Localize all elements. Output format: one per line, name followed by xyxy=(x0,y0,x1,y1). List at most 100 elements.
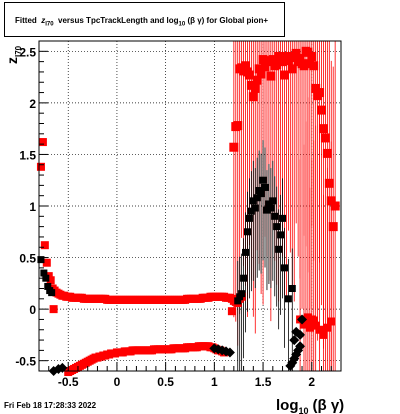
red-marker xyxy=(38,138,47,147)
red-marker xyxy=(315,325,324,334)
black-marker xyxy=(261,183,269,191)
black-diamond-marker xyxy=(57,362,68,373)
red-marker xyxy=(256,69,266,79)
red-marker xyxy=(319,330,328,339)
black-marker xyxy=(284,295,292,303)
red-marker xyxy=(46,276,55,285)
black-marker xyxy=(265,200,273,208)
black-marker xyxy=(277,231,285,239)
black-marker xyxy=(263,206,271,214)
red-marker xyxy=(291,48,301,58)
black-diamond-marker xyxy=(289,335,300,346)
red-marker xyxy=(320,133,330,143)
x-tick-label: -0.5 xyxy=(58,375,79,389)
red-marker xyxy=(260,62,270,72)
red-marker xyxy=(327,317,336,326)
y-tick-label: 1 xyxy=(29,200,36,214)
black-marker xyxy=(240,274,248,282)
x-tick-label: 0 xyxy=(114,375,121,389)
red-marker xyxy=(301,317,310,326)
black-marker xyxy=(288,285,296,292)
data-markers xyxy=(36,46,340,377)
red-marker xyxy=(309,61,319,71)
red-marker xyxy=(272,60,282,70)
black-marker xyxy=(267,204,275,212)
black-marker xyxy=(275,245,283,253)
black-marker xyxy=(243,228,251,236)
x-tick-label: 1.5 xyxy=(255,375,272,389)
red-marker xyxy=(279,70,289,80)
red-marker xyxy=(248,92,258,102)
black-marker xyxy=(42,274,50,282)
red-marker xyxy=(323,323,332,332)
black-marker xyxy=(269,197,277,205)
red-marker xyxy=(309,316,318,325)
black-marker xyxy=(37,256,45,264)
red-marker xyxy=(330,201,340,211)
black-marker xyxy=(257,190,265,198)
red-marker xyxy=(295,54,305,64)
title-box: Fitted zI70 versus TpcTrackLength and lo… xyxy=(4,2,285,37)
red-marker xyxy=(49,305,58,314)
black-marker xyxy=(271,212,279,220)
black-marker xyxy=(247,207,255,215)
x-axis-label: log10 (β γ) xyxy=(276,397,344,414)
black-marker xyxy=(280,264,288,272)
black-marker xyxy=(238,290,246,298)
red-marker xyxy=(278,57,288,67)
grid-lines xyxy=(39,41,341,371)
red-marker xyxy=(311,321,320,330)
black-marker xyxy=(273,223,281,231)
red-marker xyxy=(317,105,327,115)
y-axis-label: zI70 xyxy=(4,45,23,64)
red-marker xyxy=(252,75,262,85)
red-marker xyxy=(307,51,317,61)
black-marker xyxy=(44,282,52,290)
red-marker xyxy=(254,64,264,74)
red-marker xyxy=(305,323,314,332)
red-marker xyxy=(328,222,338,232)
red-marker xyxy=(326,196,336,206)
black-marker xyxy=(251,204,259,212)
black-marker xyxy=(242,248,250,256)
y-tick-label: 2.5 xyxy=(19,45,36,59)
black-marker xyxy=(259,176,267,184)
red-marker xyxy=(229,142,239,152)
red-marker xyxy=(266,71,276,81)
y-tick-label: -0.5 xyxy=(15,355,36,369)
black-marker xyxy=(249,197,257,205)
black-diamond-marker xyxy=(285,360,296,371)
red-marker xyxy=(324,178,334,188)
axis-ticks: -0.5 0 0.5 1 1.5 2 -0.5 0 0.5 1 1.5 2 2.5 xyxy=(15,40,342,389)
x-tick-label: 0.5 xyxy=(157,375,174,389)
red-marker xyxy=(233,121,243,131)
red-marker xyxy=(287,64,297,74)
red-marker xyxy=(241,61,251,71)
black-marker xyxy=(234,297,242,305)
black-diamond-marker xyxy=(224,347,235,358)
y-tick-label: 0.5 xyxy=(19,252,36,266)
red-marker xyxy=(36,162,45,171)
red-marker xyxy=(250,83,260,93)
red-marker xyxy=(268,55,278,65)
red-marker xyxy=(227,307,236,316)
black-diamond-marker xyxy=(295,341,306,352)
black-marker xyxy=(245,214,253,222)
black-marker xyxy=(279,214,287,222)
red-marker xyxy=(318,124,328,134)
black-diamond-marker xyxy=(297,314,308,325)
red-marker xyxy=(244,70,254,80)
red-marker xyxy=(40,241,49,250)
red-marker xyxy=(322,148,332,158)
x-tick-label: 1 xyxy=(211,375,218,389)
red-marker xyxy=(42,258,51,267)
black-marker xyxy=(253,194,261,202)
y-tick-label: 0 xyxy=(29,303,36,317)
y-tick-label: 2 xyxy=(29,97,36,111)
black-diamond-marker xyxy=(295,329,306,340)
red-marker xyxy=(315,88,325,98)
timestamp: Fri Feb 18 17:28:33 2022 xyxy=(4,401,97,410)
red-marker xyxy=(299,61,309,71)
chart-title: Fitted zI70 versus TpcTrackLength and lo… xyxy=(15,16,269,28)
